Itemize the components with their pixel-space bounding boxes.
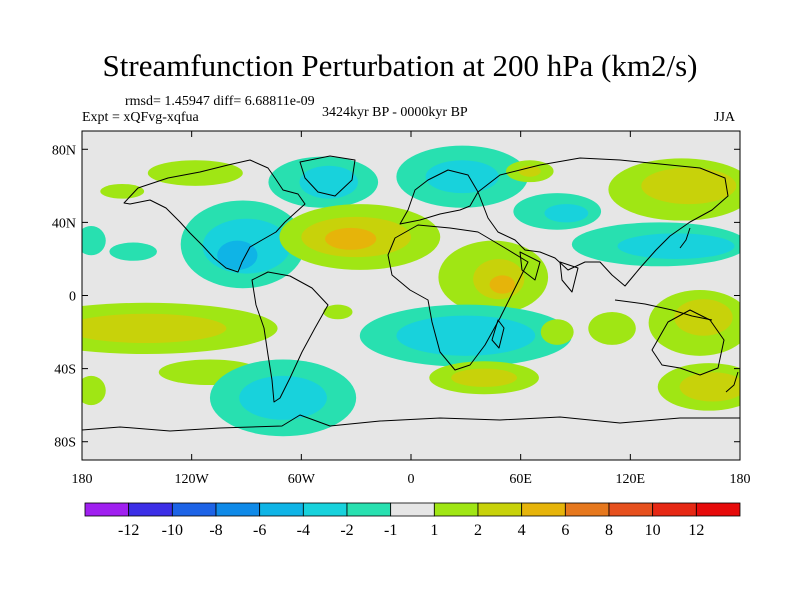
lon-tick-label: 120E <box>616 472 646 487</box>
lon-tick-label: 180 <box>72 472 93 487</box>
colorbar-swatch <box>608 502 654 517</box>
colorbar-label: -1 <box>384 522 397 539</box>
colorbar <box>84 502 741 517</box>
stats-line: rmsd= 1.45947 diff= 6.68811e-09 <box>125 94 315 109</box>
colorbar-label: -6 <box>253 522 266 539</box>
season-label: JJA <box>714 110 736 125</box>
colorbar-swatch <box>84 502 130 517</box>
colorbar-swatch <box>215 502 261 517</box>
anomaly-region-neg-3 <box>299 165 358 199</box>
colorbar-label: -12 <box>118 522 139 539</box>
colorbar-label: -10 <box>162 522 183 539</box>
anomaly-layer <box>82 145 740 437</box>
colorbar-swatch <box>477 502 523 517</box>
colorbar-label: 10 <box>645 522 661 539</box>
colorbar-swatch <box>346 502 392 517</box>
anomaly-region-pos-24 <box>489 275 516 294</box>
anomaly-region-pos-41 <box>82 375 106 406</box>
anomaly-region-pos-40 <box>679 372 740 402</box>
axis-ticks <box>81 131 741 460</box>
period-label: 3424kyr BP - 0000kyr BP <box>322 105 468 120</box>
colorbar-swatch <box>128 502 173 517</box>
lon-tick-label: 0 <box>408 472 415 487</box>
colorbar-swatch <box>302 502 348 517</box>
anomaly-region-neg-6 <box>217 240 258 270</box>
plot-title: Streamfunction Perturbation at 200 hPa (… <box>102 48 698 83</box>
anomaly-region-neg-8 <box>82 226 106 256</box>
anomaly-region-neg-7 <box>109 242 157 261</box>
colorbar-label: -4 <box>297 522 310 539</box>
lat-tick-label: 80S <box>54 436 76 451</box>
axis-labels: 180 120W 60W 0 60E 120E 180 80N 40N 0 40S 80S <box>52 143 751 487</box>
anomaly-region-neg-27 <box>396 315 536 356</box>
anomaly-region-neg-17 <box>544 204 589 223</box>
experiment-label: Expt = xQFvg-xqfua <box>82 110 199 125</box>
lon-tick-label: 120W <box>175 472 210 487</box>
coastlines <box>82 155 740 432</box>
anomaly-region-neg-36 <box>239 375 327 420</box>
colorbar-swatch <box>171 502 217 517</box>
lat-tick-label: 40N <box>52 216 76 231</box>
colorbar-label: 8 <box>605 522 613 539</box>
anomaly-region-neg-21 <box>617 233 735 259</box>
colorbar-swatch <box>433 502 479 517</box>
colorbar-swatch <box>564 502 610 517</box>
anomaly-region-pos-30 <box>540 319 574 345</box>
colorbar-label: 1 <box>430 522 438 539</box>
anomaly-region-pos-38 <box>451 368 518 387</box>
anomaly-region-pos-0 <box>100 184 145 199</box>
colorbar-label: 4 <box>518 522 526 539</box>
lon-tick-label: 60W <box>288 472 316 487</box>
lat-tick-label: 40S <box>54 363 76 378</box>
anomaly-region-pos-11 <box>325 227 377 250</box>
colorbar-swatch <box>695 502 741 517</box>
colorbar-swatch <box>652 502 697 517</box>
anomaly-region-pos-29 <box>82 313 227 344</box>
colorbar-swatch <box>259 502 304 517</box>
anomaly-region-pos-19 <box>641 167 737 205</box>
colorbar-swatch <box>390 502 435 517</box>
lat-tick-label: 80N <box>52 143 76 158</box>
colorbar-label: -2 <box>340 522 353 539</box>
anomaly-region-pos-31 <box>588 311 636 345</box>
map-plot-area <box>82 131 740 460</box>
colorbar-label: -8 <box>209 522 222 539</box>
lat-tick-label: 0 <box>69 290 76 305</box>
lon-tick-label: 60E <box>509 472 532 487</box>
colorbar-labels: -12 -10 -8 -6 -4 -2 -1 1 2 4 6 8 10 12 <box>118 522 704 539</box>
colorbar-label: 12 <box>688 522 704 539</box>
colorbar-label: 6 <box>561 522 569 539</box>
anomaly-region-neg-13 <box>425 160 499 194</box>
colorbar-swatch <box>521 502 566 517</box>
anomaly-region-pos-33 <box>674 299 733 336</box>
anomaly-region-pos-25 <box>323 304 353 320</box>
colorbar-label: 2 <box>474 522 482 539</box>
lon-tick-label: 180 <box>730 472 751 487</box>
